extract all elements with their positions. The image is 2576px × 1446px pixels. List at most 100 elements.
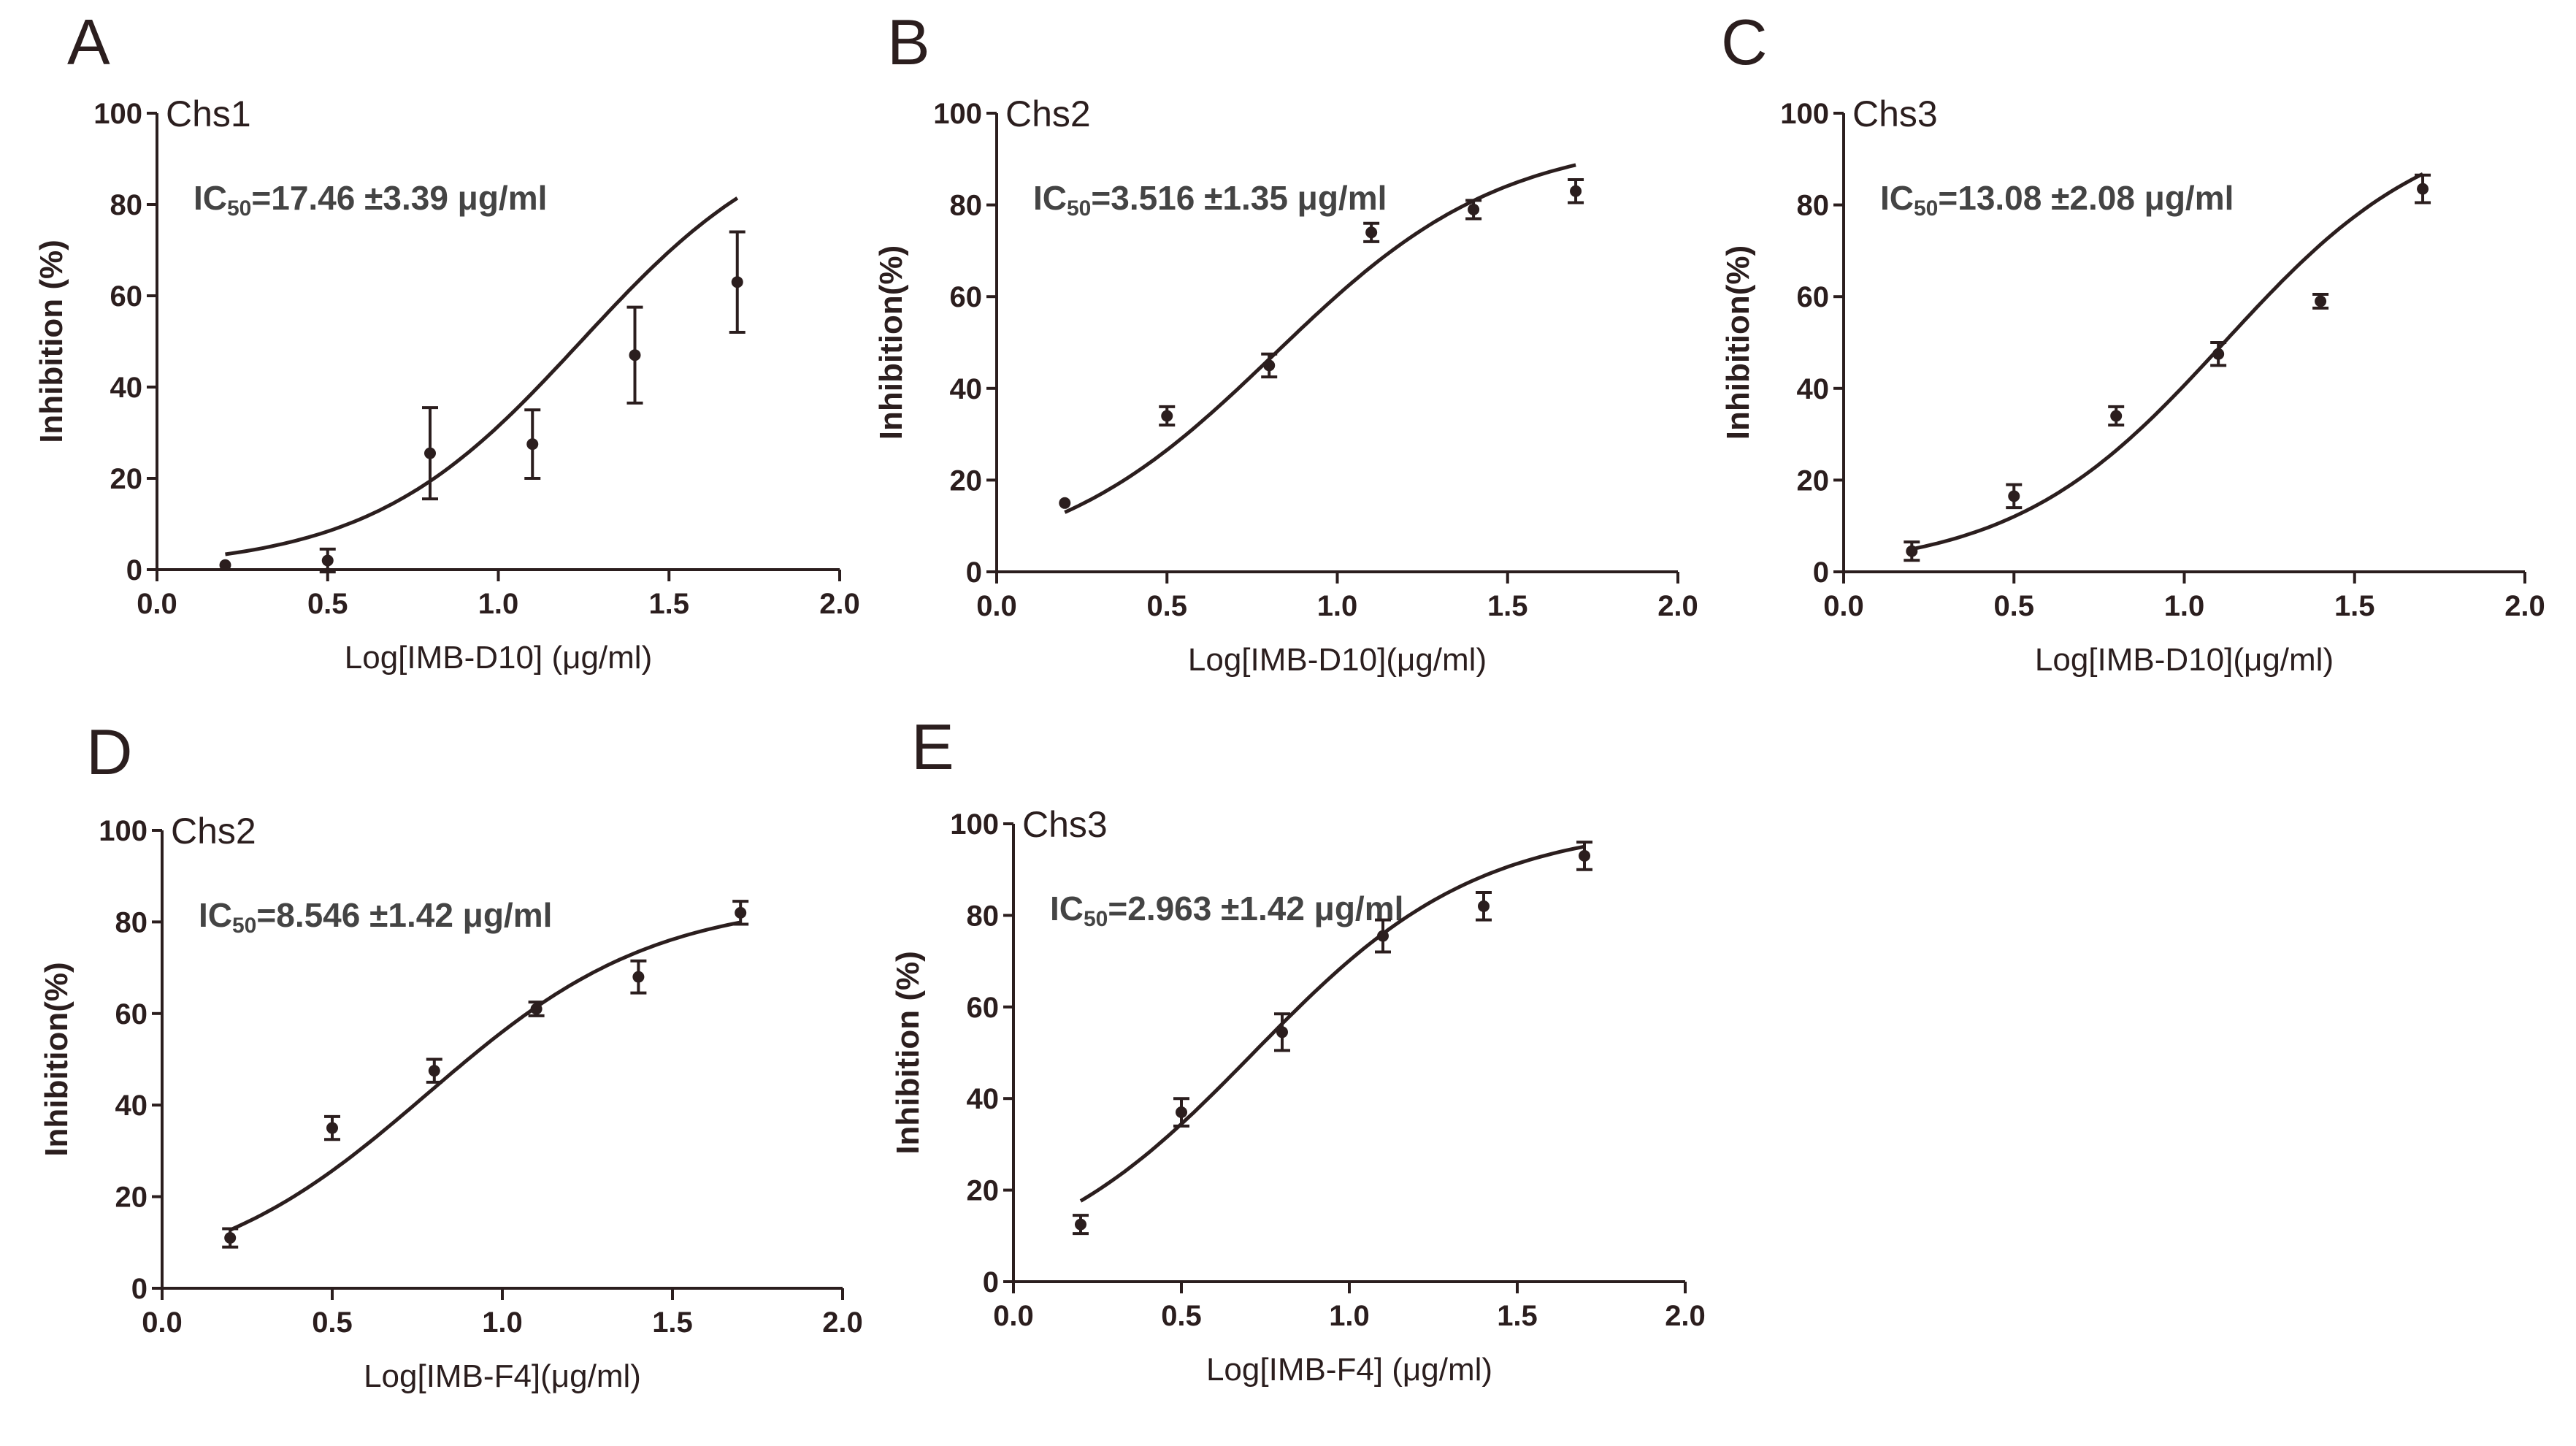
data-point — [1906, 545, 1918, 557]
x-tick-label: 0.0 — [137, 588, 177, 620]
x-tick-label: 1.0 — [478, 588, 519, 620]
data-point — [2315, 295, 2327, 307]
data-point — [1059, 497, 1071, 509]
y-tick-label: 0 — [126, 554, 142, 586]
x-tick-label: 1.5 — [1497, 1300, 1538, 1332]
data-point — [1276, 1026, 1288, 1038]
x-axis-title: Log[IMB-F4] (μg/ml) — [1206, 1352, 1492, 1388]
x-axis-title: Log[IMB-D10](μg/ml) — [2035, 642, 2334, 678]
ic50-annotation: IC50=17.46 ±3.39 μg/ml — [193, 179, 547, 221]
ic50-subscript: 50 — [1067, 196, 1091, 221]
data-point — [1176, 1106, 1187, 1119]
data-point — [1579, 849, 1590, 862]
data-point — [1377, 930, 1389, 942]
x-tick-label: 2.0 — [819, 588, 860, 620]
y-axis-title: Inhibition(%) — [1720, 245, 1756, 440]
ic50-subscript: 50 — [227, 196, 251, 221]
chart-title: Chs2 — [171, 811, 256, 852]
x-tick-label: 0.5 — [312, 1307, 353, 1339]
ic50-subscript: 50 — [1914, 196, 1938, 221]
y-tick-label: 20 — [115, 1182, 148, 1214]
x-tick-label: 2.0 — [822, 1307, 863, 1339]
x-tick-label: 0.0 — [976, 590, 1017, 622]
x-tick-label: 0.5 — [1146, 590, 1187, 622]
ic50-annotation: IC50=2.963 ±1.42 μg/ml — [1050, 890, 1403, 931]
x-tick-label: 0.5 — [1161, 1300, 1202, 1332]
y-tick-label: 100 — [99, 815, 147, 847]
x-axis-title: Log[IMB-D10] (μg/ml) — [345, 640, 652, 676]
y-tick-label: 0 — [131, 1273, 147, 1305]
panel-label: A — [67, 6, 110, 78]
data-point — [1263, 359, 1276, 372]
y-tick-label: 0 — [1813, 556, 1829, 589]
data-point — [2417, 183, 2429, 195]
y-axis-title: Inhibition (%) — [34, 240, 69, 443]
x-tick-label: 1.0 — [482, 1307, 523, 1339]
data-point — [731, 276, 743, 288]
y-tick-label: 60 — [1797, 281, 1830, 313]
data-point — [1075, 1218, 1086, 1231]
x-axis-title: Log[IMB-F4](μg/ml) — [364, 1358, 641, 1394]
chart-title: Chs1 — [166, 93, 251, 134]
chart-panel-e: E 0 20 40 60 80 100 0.0 0.5 1.0 1.5 2.0 Log[IMB-F4] … — [890, 711, 1706, 1388]
x-tick-label: 0.0 — [993, 1300, 1034, 1332]
y-tick-label: 0 — [966, 556, 982, 589]
data-point — [632, 971, 645, 983]
y-tick-label: 100 — [1780, 98, 1829, 130]
y-tick-label: 80 — [1797, 190, 1830, 222]
data-point — [219, 559, 231, 571]
y-tick-label: 80 — [967, 900, 1000, 932]
x-tick-label: 1.5 — [648, 588, 689, 620]
y-axis-title: Inhibition(%) — [873, 245, 909, 440]
ic50-subscript: 50 — [1084, 907, 1108, 931]
ic50-prefix: IC — [1033, 179, 1067, 217]
y-tick-label: 100 — [933, 98, 982, 130]
y-tick-label: 60 — [950, 281, 983, 313]
y-tick-label: 20 — [950, 464, 983, 497]
x-tick-label: 0.5 — [307, 588, 348, 620]
x-tick-label: 1.0 — [2164, 590, 2205, 622]
fit-curve — [1064, 163, 1576, 514]
data-point — [629, 349, 641, 362]
x-axis-title: Log[IMB-D10](μg/ml) — [1188, 642, 1487, 678]
y-tick-label: 40 — [950, 373, 983, 405]
y-tick-label: 20 — [967, 1175, 1000, 1207]
panel-label: D — [86, 716, 133, 788]
ic50-value: =17.46 ±3.39 μg/ml — [251, 179, 547, 217]
y-tick-label: 40 — [967, 1083, 1000, 1115]
data-point — [326, 1122, 338, 1134]
fit-curve — [225, 196, 739, 556]
data-point — [1161, 410, 1173, 422]
y-axis-title: Inhibition (%) — [890, 951, 926, 1155]
ic50-value: =8.546 ±1.42 μg/ml — [256, 896, 552, 934]
y-tick-label: 80 — [115, 906, 148, 938]
x-tick-label: 2.0 — [1665, 1300, 1706, 1332]
panel-label: E — [911, 711, 954, 783]
ic50-value: =13.08 ±2.08 μg/ml — [1938, 179, 2234, 217]
ic50-prefix: IC — [199, 896, 232, 934]
chart-title: Chs3 — [1022, 804, 1108, 845]
ic50-annotation: IC50=8.546 ±1.42 μg/ml — [199, 896, 552, 938]
data-point — [1570, 185, 1582, 197]
data-point — [735, 906, 747, 919]
chart-panel-a: A 0 20 40 60 80 100 0.0 0.5 1.0 1.5 2.0 Log[IMB-D10]… — [34, 6, 860, 676]
x-tick-label: 1.5 — [652, 1307, 693, 1339]
data-point — [2212, 348, 2225, 360]
chart-panel-c: C 0 20 40 60 80 100 0.0 0.5 1.0 1.5 2.0 Log[IMB-D10]… — [1720, 6, 2545, 678]
ic50-value: =2.963 ±1.42 μg/ml — [1108, 890, 1403, 927]
y-tick-label: 20 — [1797, 464, 1830, 497]
y-tick-label: 100 — [950, 808, 999, 841]
ic50-value: =3.516 ±1.35 μg/ml — [1091, 179, 1387, 217]
panel-label: B — [887, 6, 930, 78]
x-tick-label: 2.0 — [1657, 590, 1698, 622]
y-tick-label: 60 — [115, 998, 148, 1030]
fit-curve — [1079, 844, 1585, 1203]
x-tick-label: 1.5 — [2334, 590, 2375, 622]
x-tick-label: 1.0 — [1329, 1300, 1370, 1332]
x-tick-label: 2.0 — [2504, 590, 2545, 622]
data-point — [424, 447, 436, 459]
y-tick-label: 40 — [1797, 373, 1830, 405]
data-point — [1365, 226, 1378, 239]
data-point — [526, 438, 539, 451]
y-tick-label: 40 — [110, 372, 143, 404]
